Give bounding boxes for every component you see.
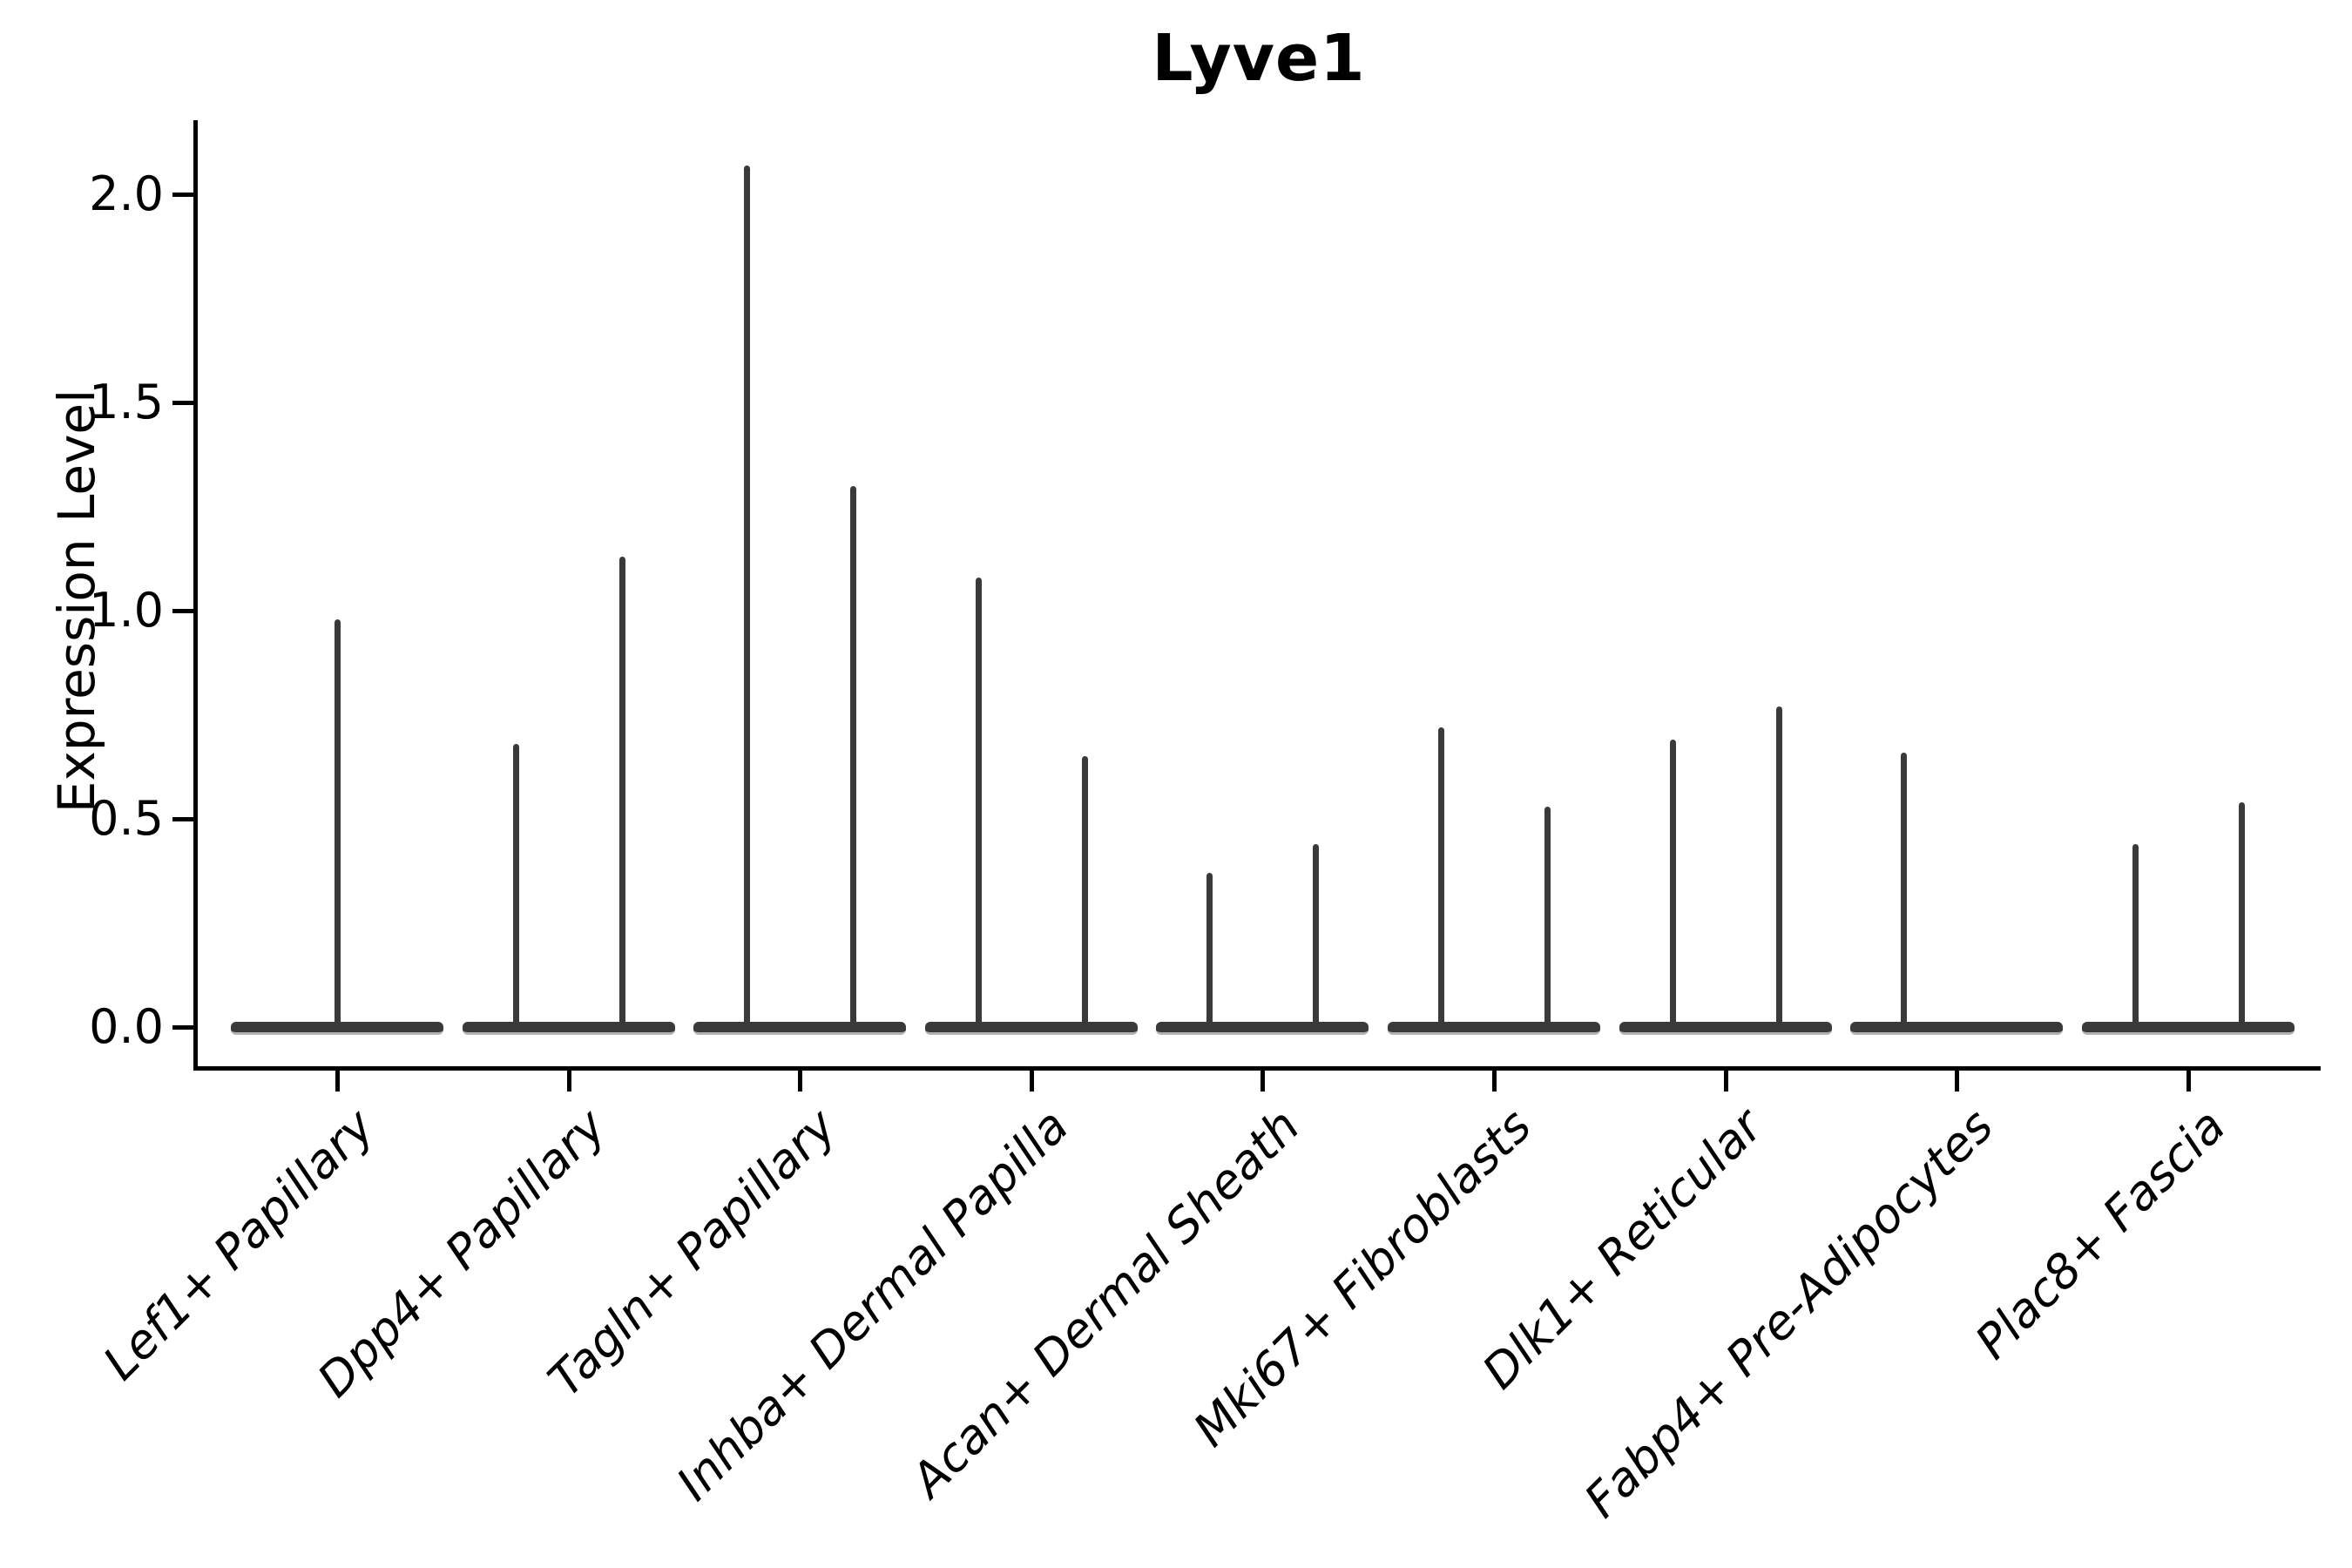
violin-baseline bbox=[1156, 1022, 1369, 1035]
y-tick-mark bbox=[172, 817, 193, 821]
y-tick-label: 0.5 bbox=[89, 791, 164, 846]
violin-baseline bbox=[1388, 1022, 1600, 1035]
violin-needle bbox=[744, 166, 750, 1031]
x-tick-mark bbox=[2186, 1071, 2191, 1092]
violin-needle bbox=[1544, 807, 1551, 1031]
x-tick-mark bbox=[567, 1071, 571, 1092]
chart-title: Lyve1 bbox=[1152, 21, 1366, 96]
x-tick-label: Fabp4+ Pre-Adipocytes bbox=[1574, 1098, 2004, 1529]
violin-baseline bbox=[693, 1022, 906, 1035]
violin-baseline bbox=[1619, 1022, 1832, 1035]
x-tick-label: Inhba+ Dermal Papilla bbox=[666, 1098, 1079, 1511]
violin-needle bbox=[1776, 706, 1782, 1031]
violin-needle bbox=[850, 486, 856, 1031]
x-tick-mark bbox=[1724, 1071, 1728, 1092]
violin-needle bbox=[1313, 844, 1319, 1031]
violin-needle bbox=[2239, 802, 2245, 1031]
y-tick-mark bbox=[172, 1025, 193, 1030]
x-tick-mark bbox=[1492, 1071, 1497, 1092]
y-tick-label: 1.0 bbox=[89, 583, 164, 638]
violin-needle bbox=[1206, 873, 1213, 1031]
y-tick-label: 2.0 bbox=[89, 166, 164, 221]
violin-needle bbox=[619, 557, 625, 1031]
violin-needle bbox=[2132, 844, 2139, 1031]
violin-needle bbox=[1082, 756, 1088, 1031]
x-tick-label: Acan+ Dermal Sheath bbox=[900, 1098, 1310, 1508]
x-tick-mark bbox=[798, 1071, 802, 1092]
x-tick-mark bbox=[335, 1071, 340, 1092]
violin-baseline bbox=[1850, 1022, 2063, 1035]
x-tick-mark bbox=[1955, 1071, 1959, 1092]
violin-baseline bbox=[2082, 1022, 2295, 1035]
x-tick-mark bbox=[1030, 1071, 1034, 1092]
violin-needle bbox=[1670, 740, 1676, 1031]
y-tick-mark bbox=[172, 609, 193, 613]
violin-needle bbox=[1438, 727, 1444, 1031]
violin-baseline bbox=[463, 1022, 675, 1035]
x-axis-spine bbox=[193, 1066, 2321, 1071]
y-tick-mark bbox=[172, 401, 193, 405]
violin-baseline bbox=[925, 1022, 1138, 1035]
violin-needle bbox=[976, 578, 982, 1031]
x-tick-label: Plac8+ Fascia bbox=[1964, 1098, 2236, 1370]
x-tick-mark bbox=[1260, 1071, 1265, 1092]
violin-needle bbox=[513, 744, 519, 1031]
violin-needle bbox=[1901, 753, 1907, 1031]
y-tick-mark bbox=[172, 193, 193, 197]
y-axis-spine bbox=[193, 120, 198, 1071]
y-tick-label: 0.0 bbox=[89, 999, 164, 1054]
y-tick-label: 1.5 bbox=[89, 375, 164, 429]
violin-needle bbox=[335, 619, 341, 1031]
